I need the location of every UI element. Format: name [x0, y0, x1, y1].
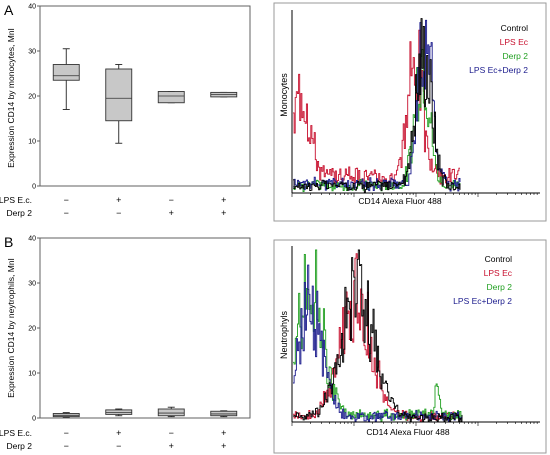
sign-label: − [169, 428, 174, 438]
x-axis-label: CD14 Alexa Fluor 488 [358, 196, 441, 206]
y-tick-label: 0 [32, 416, 36, 423]
x-ticks [291, 422, 538, 426]
histogram-series-control [293, 18, 461, 193]
y-tick-label: 40 [28, 236, 36, 243]
sign-label: + [221, 208, 226, 218]
sign-label: − [64, 441, 69, 451]
legend-control: Control [485, 254, 513, 264]
sign-label: + [116, 195, 121, 205]
sign-label: − [116, 208, 121, 218]
box [210, 410, 238, 417]
y-axis-label: Monocytes [279, 73, 289, 117]
histogram-a: Monocytes CD14 Alexa Fluor 488 Control L… [273, 2, 547, 222]
condition-signs: − − + − − + + + [64, 428, 227, 451]
sign-label: − [64, 208, 69, 218]
histogram-curves [293, 249, 463, 422]
legend-derp-2: Derp 2 [486, 282, 512, 292]
sign-label: + [169, 208, 174, 218]
boxplot-b: Expression CD14 by neytrophils, MnI 0 10 2… [0, 236, 251, 451]
histogram-series-lps-ec-derp-2 [293, 19, 461, 192]
histogram-series-control [293, 249, 463, 422]
y-tick-label: 10 [28, 139, 36, 146]
sign-label: − [64, 195, 69, 205]
x-ticks [291, 193, 538, 197]
sign-label: + [116, 428, 121, 438]
sign-label: − [116, 441, 121, 451]
condition-signs: − − + − − + + + [64, 195, 227, 218]
panel-letter: A [4, 2, 14, 18]
y-tick-label: 40 [28, 4, 36, 11]
sign-label: − [169, 195, 174, 205]
y-axis-label: Neutrophyls [279, 310, 289, 359]
legend-lps-ec: LPS Ec [484, 268, 513, 278]
row-label-derp: Derp 2 [6, 208, 32, 218]
y-tick-label: 20 [28, 326, 36, 333]
box [105, 409, 133, 415]
box-series [52, 406, 238, 418]
sign-label: + [221, 428, 226, 438]
histogram-b: Neutrophyls CD14 Alexa Fluor 488 Control… [273, 239, 547, 454]
box [157, 91, 185, 104]
y-axis-label: Expression CD14 by monocytes, MnI [6, 28, 16, 168]
x-axis-label: CD14 Alexa Fluor 488 [366, 427, 449, 437]
box [105, 68, 133, 122]
row-label-lps: LPS E.c. [0, 195, 32, 205]
panel-b: B Expression CD14 by neytrophils, MnI 0 1… [0, 234, 547, 454]
y-tick-label: 20 [28, 94, 36, 101]
sign-label: + [221, 441, 226, 451]
panel-letter: B [4, 234, 13, 250]
y-ticks: 0 10 20 30 40 [28, 4, 40, 191]
histogram-frame [273, 239, 547, 454]
y-ticks: 0 10 20 30 40 [28, 236, 40, 423]
histogram-series-lps-ec [293, 253, 463, 422]
row-label-derp: Derp 2 [6, 441, 32, 451]
histogram-series-lps-ec [293, 29, 460, 187]
y-tick-label: 30 [28, 49, 36, 56]
plot-frame [39, 237, 251, 419]
sign-label: + [221, 195, 226, 205]
boxplot-a: Expression CD14 by monocytes, MnI 0 10 20 3… [0, 4, 251, 218]
y-axis-label: Expression CD14 by neytrophils, MnI [6, 258, 16, 398]
row-label-lps: LPS E.c. [0, 428, 32, 438]
histogram-curves [293, 18, 461, 193]
y-tick-label: 10 [28, 371, 36, 378]
y-tick-label: 30 [28, 281, 36, 288]
box [157, 408, 185, 417]
histogram-series-lps-ec-derp-2 [293, 264, 463, 422]
legend-control: Control [501, 23, 529, 33]
legend-lps-ec: LPS Ec [500, 37, 529, 47]
box [52, 64, 80, 81]
sign-label: − [64, 428, 69, 438]
histogram-series-derp-2 [293, 249, 463, 422]
legend-derp-2: Derp 2 [502, 51, 528, 61]
box-series [52, 48, 238, 144]
sign-label: + [169, 441, 174, 451]
legend-lps-ec-derp-2: LPS Ec+Derp 2 [469, 65, 528, 75]
legend-lps-ec-derp-2: LPS Ec+Derp 2 [453, 296, 512, 306]
histogram-frame [273, 2, 547, 222]
panel-a: A Expression CD14 by monocytes, MnI 0 10 2… [0, 2, 547, 222]
y-tick-label: 0 [32, 184, 36, 191]
histogram-series-derp-2 [293, 48, 461, 192]
